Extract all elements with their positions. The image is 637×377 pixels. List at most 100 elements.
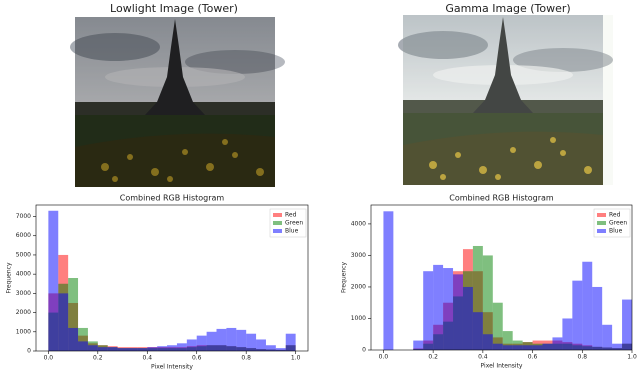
histogram-bar	[423, 271, 434, 350]
legend-swatch	[273, 229, 282, 233]
x-tick-label: 0.0	[379, 354, 389, 361]
chart-title: Combined RGB Histogram	[120, 194, 225, 203]
x-tick-label: 1.0	[627, 354, 637, 361]
x-tick-label: 0.2	[93, 355, 103, 362]
histogram-bar	[542, 343, 553, 350]
histogram-bar	[107, 347, 118, 351]
y-tick-label: 3000	[351, 252, 366, 259]
histogram-bar	[472, 245, 483, 350]
histogram-bar	[622, 299, 632, 350]
legend-label: Red	[609, 212, 621, 219]
y-tick-label: 7000	[16, 213, 31, 220]
histogram-bar	[532, 345, 543, 350]
legend-swatch	[273, 221, 282, 225]
histogram-bar	[443, 268, 454, 350]
axes-frame	[35, 204, 309, 352]
histogram-bar	[265, 345, 276, 351]
y-tick-label: 3000	[16, 290, 31, 297]
y-axis-label: Frequency	[6, 262, 13, 293]
x-tick-label: 0.4	[142, 355, 152, 362]
y-tick-label: 5000	[16, 251, 31, 258]
legend-label: Blue	[285, 228, 299, 235]
y-tick-label: 4000	[351, 220, 366, 227]
y-tick-label: 6000	[16, 232, 31, 239]
histogram-bar	[275, 348, 286, 351]
histogram-bar	[58, 293, 69, 351]
histogram-bar	[236, 329, 247, 351]
histogram-bar	[68, 278, 79, 351]
chart-title: Combined RGB Histogram	[449, 194, 554, 203]
x-tick-label: 0.8	[241, 355, 251, 362]
y-tick-label: 0	[362, 347, 366, 354]
histogram-bar	[482, 255, 493, 350]
histogram-bar	[552, 337, 563, 350]
histogram-bar	[522, 345, 533, 350]
image-title: Lowlight Image (Tower)	[110, 2, 238, 15]
histogram-bar	[196, 335, 207, 351]
histogram-bar	[612, 343, 623, 350]
histogram-bar	[137, 348, 148, 351]
y-tick-label: 1000	[351, 315, 366, 322]
histogram-bar	[285, 333, 296, 351]
y-tick-label: 4000	[16, 271, 31, 278]
histogram-bar	[492, 302, 503, 350]
x-tick-label: 0.4	[478, 354, 488, 361]
histogram-bar	[147, 347, 158, 351]
histogram-bar	[176, 343, 187, 351]
y-tick-label: 2000	[16, 309, 31, 316]
legend-swatch	[273, 213, 282, 217]
histogram-bar	[127, 348, 138, 351]
x-tick-label: 0.6	[528, 354, 538, 361]
axes-frame	[370, 204, 633, 351]
histogram-bar	[78, 327, 88, 351]
histogram-bar	[48, 210, 59, 351]
y-tick-label: 2000	[351, 283, 366, 290]
histogram-bar	[167, 345, 177, 351]
histogram-bar	[87, 345, 98, 351]
legend-label: Red	[285, 212, 297, 219]
x-tick-label: 1.0	[291, 355, 301, 362]
histogram-bar	[246, 333, 257, 351]
x-tick-label: 0.0	[44, 355, 54, 362]
histogram-bar	[502, 331, 513, 350]
x-axis-label: Pixel Intensity	[481, 363, 523, 370]
legend-label: Green	[609, 220, 627, 227]
histogram-bar	[433, 264, 444, 350]
histogram-bar	[226, 327, 237, 351]
y-tick-label: 0	[27, 348, 31, 355]
image-lowlight	[70, 17, 285, 187]
y-tick-label: 1000	[16, 328, 31, 335]
histogram-bar	[602, 324, 613, 350]
x-tick-label: 0.2	[428, 354, 438, 361]
histogram-bar	[562, 318, 573, 350]
histogram-bar	[383, 211, 394, 350]
image-title: Gamma Image (Tower)	[445, 2, 570, 15]
histogram-bar	[482, 334, 493, 350]
histogram-bar	[502, 345, 513, 350]
histogram-bar	[413, 340, 424, 350]
histogram-bar	[453, 274, 463, 350]
legend-label: Green	[285, 220, 303, 227]
legend-label: Blue	[609, 228, 623, 235]
histogram-bar	[216, 328, 227, 351]
histogram-bar	[157, 346, 168, 351]
histogram-bar	[592, 286, 603, 350]
legend-swatch	[597, 213, 606, 217]
x-tick-label: 0.8	[578, 354, 588, 361]
image-gamma	[398, 15, 613, 185]
histogram-bar	[97, 347, 108, 351]
histogram-bar	[492, 343, 503, 350]
histogram-bar	[117, 348, 128, 351]
histogram-bar	[582, 261, 593, 350]
legend-swatch	[597, 221, 606, 225]
legend-swatch	[597, 229, 606, 233]
histogram-bar	[472, 312, 483, 350]
x-axis-label: Pixel Intensity	[151, 364, 193, 371]
y-axis-label: Frequency	[341, 262, 348, 293]
histogram-bar	[256, 339, 266, 351]
histogram-bar	[68, 327, 79, 351]
histogram-bar	[186, 339, 197, 351]
histogram-bar	[512, 345, 523, 350]
